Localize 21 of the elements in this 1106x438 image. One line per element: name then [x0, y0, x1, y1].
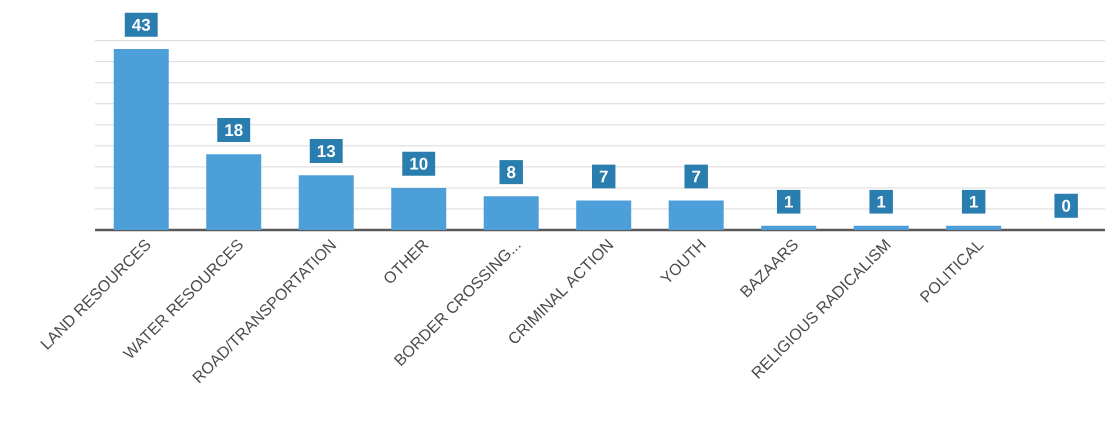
- bar: [576, 200, 632, 230]
- data-label: 18: [225, 124, 243, 137]
- bar: [483, 196, 539, 230]
- data-label: 8: [507, 166, 516, 179]
- bar: [853, 225, 909, 230]
- data-label: 13: [317, 145, 336, 158]
- bar: [391, 187, 447, 230]
- data-label: 1: [877, 195, 886, 208]
- bar: [946, 225, 1002, 230]
- data-label: 7: [692, 170, 701, 183]
- data-label: 1: [970, 195, 978, 208]
- bar: [668, 200, 724, 230]
- bar: [113, 49, 169, 230]
- bar: [761, 225, 817, 230]
- bar: [298, 175, 354, 230]
- data-label: 0: [1062, 199, 1071, 212]
- data-label: 7: [599, 170, 608, 183]
- bar: [206, 154, 262, 230]
- data-label: 10: [410, 157, 428, 170]
- data-label: 43: [132, 18, 151, 31]
- data-label: 1: [785, 195, 793, 208]
